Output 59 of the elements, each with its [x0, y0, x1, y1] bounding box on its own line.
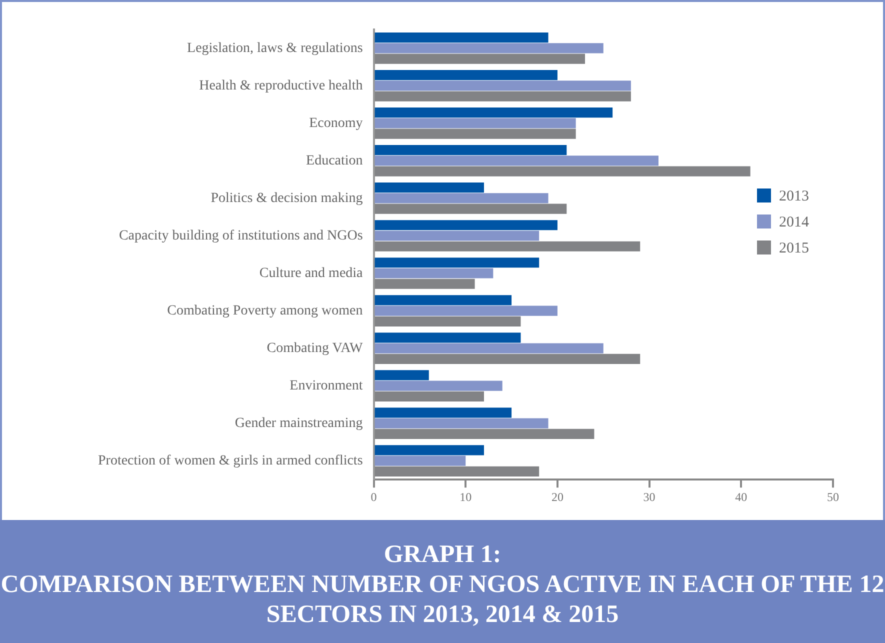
y-tick-label: Environment: [290, 378, 363, 394]
legend-label: 2013: [779, 188, 809, 204]
bar: [374, 258, 540, 268]
bar: [374, 193, 548, 204]
bar: [374, 204, 567, 214]
bar: [374, 295, 512, 306]
bar: [374, 220, 558, 230]
bar: [374, 118, 576, 128]
y-tick-label: Gender mainstreaming: [234, 416, 363, 431]
bar: [374, 456, 466, 466]
bar: [374, 332, 521, 343]
bar: [374, 380, 502, 391]
bar: [374, 230, 540, 241]
bar: [374, 354, 640, 364]
bar: [374, 145, 567, 156]
legend-label: 2015: [779, 240, 809, 256]
bar: [374, 70, 558, 80]
bar: [374, 306, 558, 316]
x-tick-label: 20: [551, 490, 564, 504]
bar: [374, 166, 750, 176]
bar: [374, 32, 548, 43]
text: GRAPH 1:: [382, 540, 502, 570]
bar: [374, 91, 631, 102]
x-tick-label: 50: [827, 490, 839, 504]
bar: [374, 241, 640, 252]
y-tick-label: Economy: [309, 116, 363, 131]
y-tick-label: Combating Poverty among women: [167, 303, 363, 318]
bar: [374, 278, 475, 289]
bar: [374, 268, 494, 278]
y-tick-label: Legislation, laws & regulations: [187, 40, 363, 56]
bar: [374, 428, 594, 440]
bar: [374, 43, 604, 54]
bar: [374, 156, 658, 166]
bar: [374, 343, 604, 354]
x-tick-label: 0: [370, 490, 377, 504]
y-tick-label: Politics & decision making: [210, 190, 363, 206]
bar: [374, 128, 576, 139]
bar: [374, 466, 540, 477]
legend-label: 2014: [779, 214, 810, 230]
y-tick-label: Education: [306, 153, 363, 168]
y-tick-label: Combating VAW: [266, 340, 364, 356]
bar: [374, 54, 586, 64]
y-tick-label: Culture and media: [259, 266, 364, 281]
bar: [374, 391, 484, 402]
bar: [374, 408, 512, 418]
x-tick-label: 40: [735, 490, 748, 504]
text: COMPARISON BETWEEN NUMBER OF NGOS ACTIVE IN EACH OF THE 12 SECTORS IN 2013, 2014 & 2015: [0, 570, 885, 630]
y-tick-label: Health & reproductive health: [199, 78, 363, 94]
bar: [374, 182, 484, 193]
x-tick-label: 30: [643, 490, 656, 504]
bar: [374, 108, 613, 118]
y-tick-label: Protection of women & girls in armed conflicts: [98, 454, 363, 469]
bar: [374, 445, 484, 456]
bar: [374, 418, 548, 428]
x-tick-label: 10: [460, 490, 472, 504]
bar: [374, 316, 521, 326]
bar: [374, 80, 631, 91]
bar: [374, 370, 429, 380]
y-tick-label: Capacity building of institutions and NGOs: [118, 228, 363, 244]
